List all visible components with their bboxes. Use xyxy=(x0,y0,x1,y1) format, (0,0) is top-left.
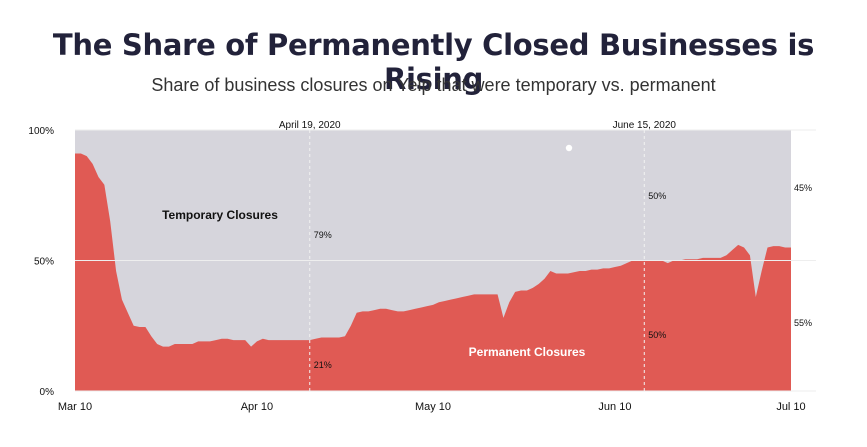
end-permanent-value: 55% xyxy=(794,318,812,328)
permanent-closures-label: Permanent Closures xyxy=(469,345,586,359)
marker-permanent-value: 50% xyxy=(648,330,666,340)
y-tick-label: 0% xyxy=(40,387,55,398)
x-axis: Mar 10 Apr 10 May 10 Jun 10 Jul 10 xyxy=(58,401,806,413)
end-temporary-value: 45% xyxy=(794,183,812,193)
temporary-closures-label: Temporary Closures xyxy=(162,208,278,222)
marker-temporary-value: 79% xyxy=(314,230,332,240)
white-dot-marker xyxy=(565,144,573,152)
y-tick-label: 50% xyxy=(34,257,54,268)
x-tick-label: Jun 10 xyxy=(598,401,631,413)
area-labels: Temporary Closures Permanent Closures 45% 5… xyxy=(162,183,812,359)
permanent-closures-area xyxy=(75,153,791,391)
marker-date-label: June 15, 2020 xyxy=(613,120,677,131)
x-tick-label: Mar 10 xyxy=(58,401,92,413)
x-tick-label: Apr 10 xyxy=(241,401,273,413)
chart-title: The Share of Permanently Closed Business… xyxy=(52,28,815,96)
y-axis: 0% 50% 100% xyxy=(28,126,54,398)
chart-subtitle: Share of business closures on Yelp that … xyxy=(151,75,716,95)
marker-date-label: April 19, 2020 xyxy=(279,120,341,131)
marker-temporary-value: 50% xyxy=(648,191,666,201)
date-markers: April 19, 2020 79% 21% June 15, 2020 50% 50% xyxy=(279,120,677,391)
x-tick-label: May 10 xyxy=(415,401,451,413)
marker-permanent-value: 21% xyxy=(314,360,332,370)
x-tick-label: Jul 10 xyxy=(776,401,805,413)
y-tick-label: 100% xyxy=(28,126,54,137)
gridlines xyxy=(75,129,816,392)
